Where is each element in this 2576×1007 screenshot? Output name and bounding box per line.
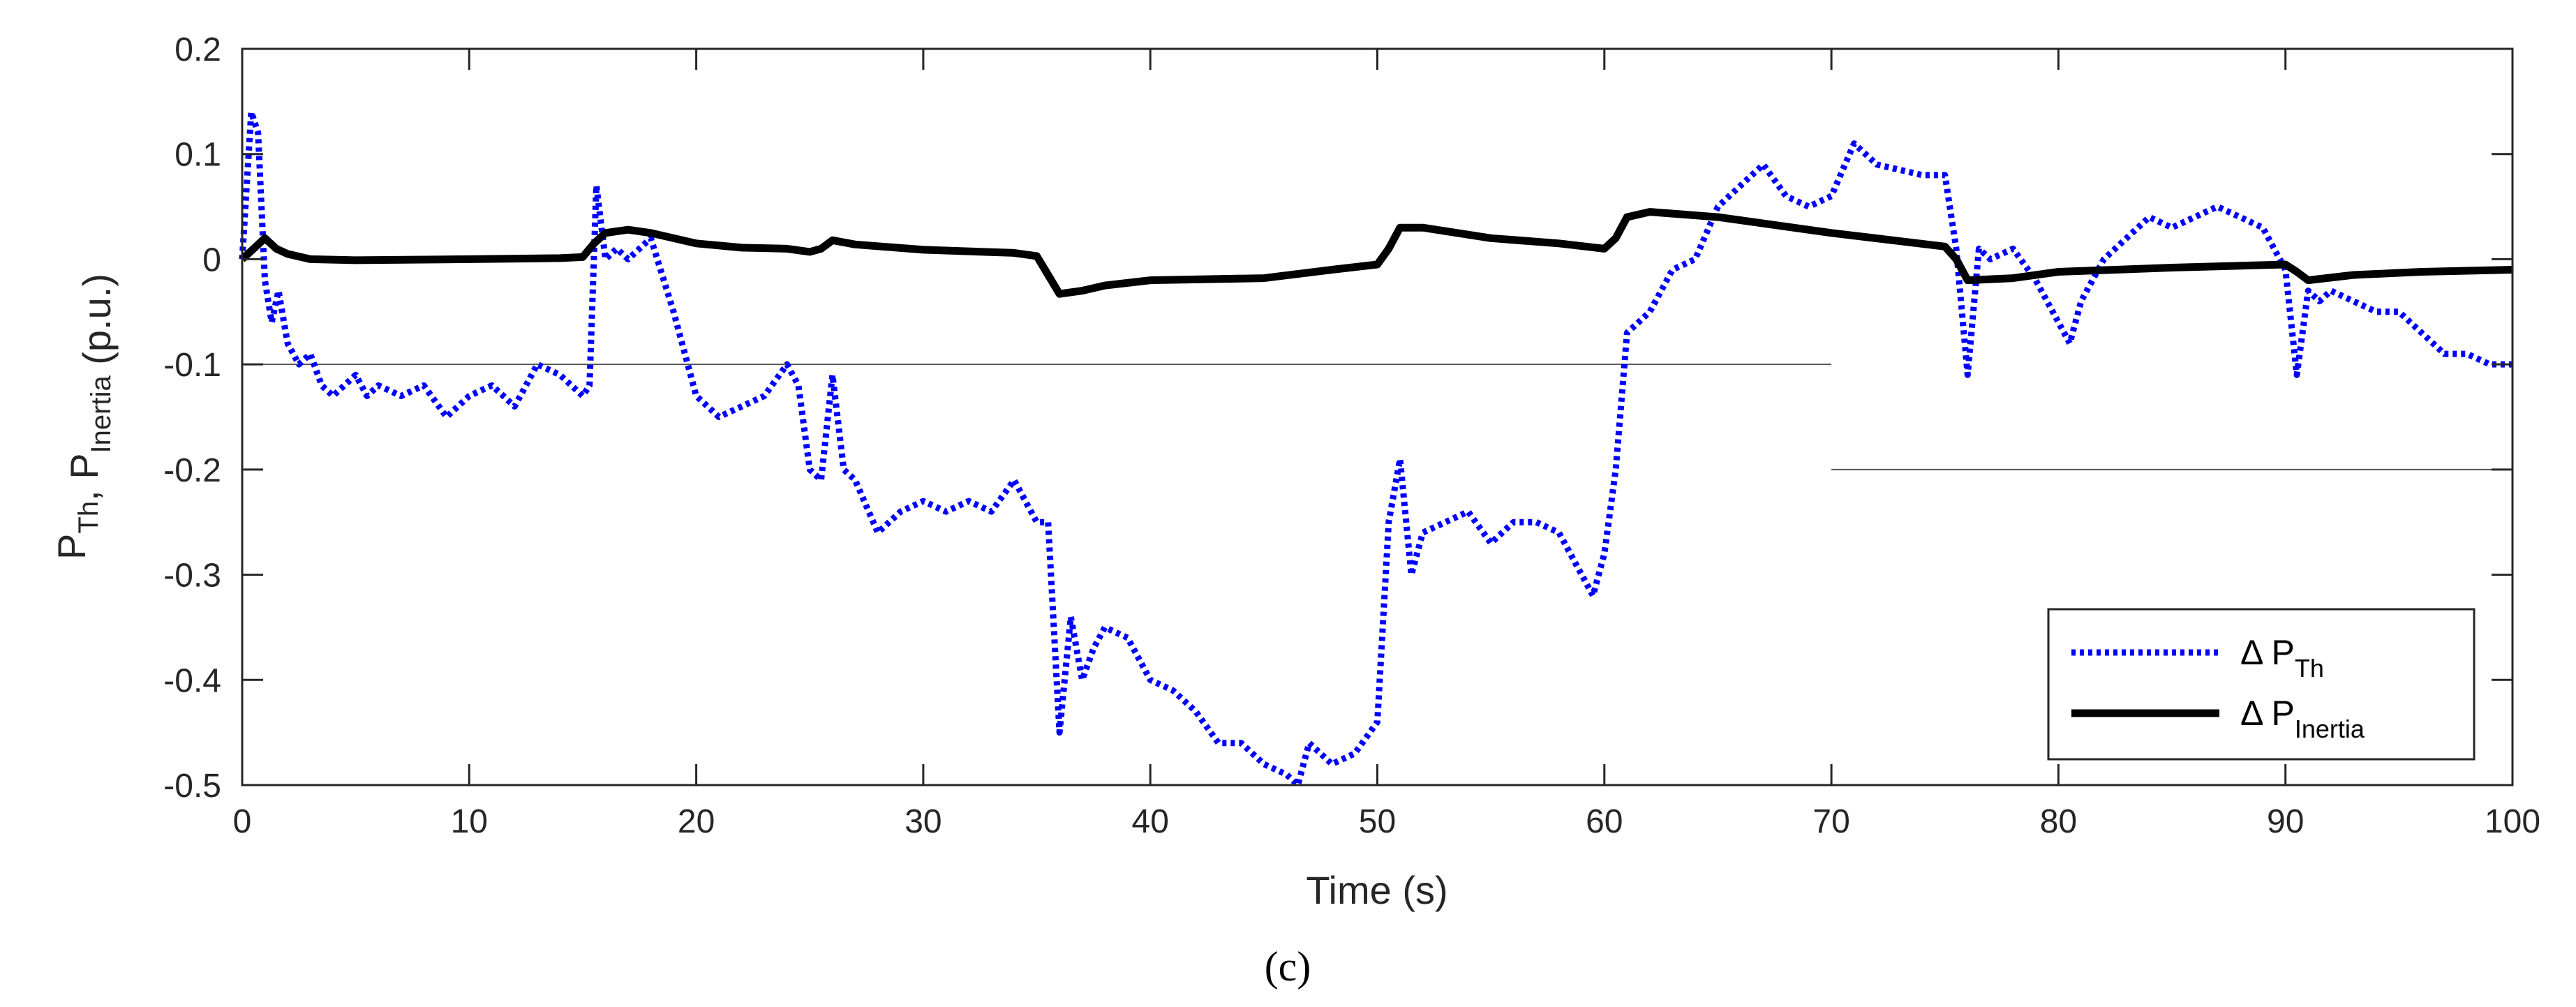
y-tick-label: 0.2 <box>174 31 221 68</box>
y-tick-label: -0.5 <box>163 768 221 805</box>
x-tick-label: 40 <box>1132 803 1169 840</box>
y-tick-label: 0 <box>202 241 221 278</box>
x-tick-label: 30 <box>904 803 941 840</box>
y-tick-label: -0.4 <box>163 662 221 699</box>
x-axis-ticks: 0 10 20 30 40 50 60 70 80 90 100 <box>233 49 2540 840</box>
x-tick-label: 70 <box>1812 803 1849 840</box>
y-tick-label: -0.3 <box>163 558 221 595</box>
y-tick-label: -0.2 <box>163 452 221 489</box>
legend-label-inertia: Δ PInertia <box>2240 694 2365 743</box>
x-tick-label: 10 <box>451 803 488 840</box>
series-line-th <box>239 108 2512 789</box>
legend: Δ PTh Δ PInertia <box>2047 608 2476 761</box>
x-tick-label: 90 <box>2267 803 2304 840</box>
x-tick-label: 0 <box>233 803 252 840</box>
x-axis-label: Time (s) <box>1306 868 1447 912</box>
x-tick-label: 60 <box>1586 803 1623 840</box>
legend-label-th: Δ PTh <box>2240 633 2324 682</box>
y-axis-ticks: -0.5 -0.4 -0.3 -0.2 -0.1 0 0.1 0.2 <box>163 31 2512 805</box>
reference-lines <box>242 364 2512 470</box>
y-axis-label: PTh, PInertia (p.u.) <box>50 274 119 560</box>
y-tick-label: 0.1 <box>174 137 221 174</box>
x-tick-label: 80 <box>2040 803 2077 840</box>
legend-box <box>2047 608 2476 761</box>
x-tick-label: 20 <box>678 803 715 840</box>
y-tick-label: -0.1 <box>163 347 221 384</box>
series-line-inertia <box>239 208 2513 298</box>
series-layer <box>239 108 2513 789</box>
x-tick-label: 50 <box>1359 803 1396 840</box>
figure-caption: (c) <box>1265 943 1311 990</box>
x-tick-label: 100 <box>2485 803 2540 840</box>
